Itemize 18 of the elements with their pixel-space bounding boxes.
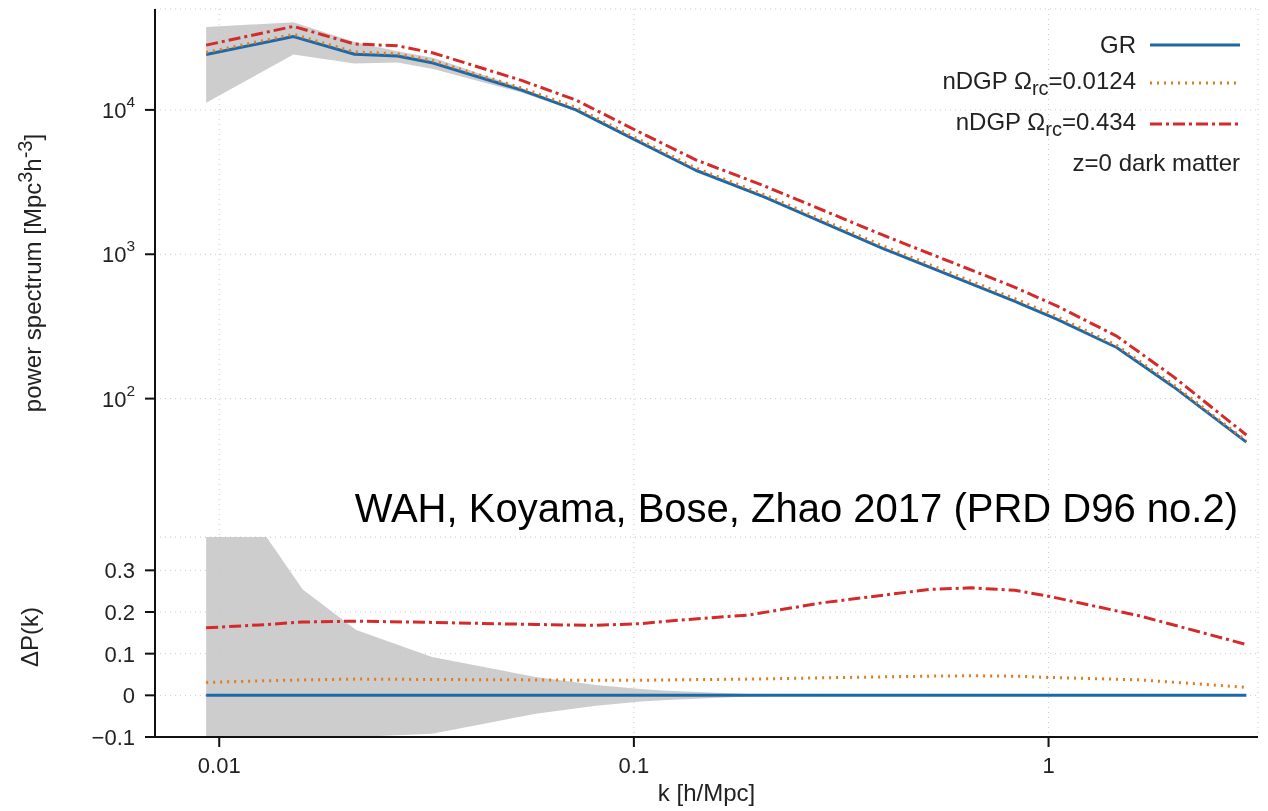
y-tick-label: 10$^{4}$ [101, 92, 136, 123]
y-tick-label: 10$^{3}$ [101, 237, 135, 267]
legend-label: nDGP Ω$_{rc}$=0.0124 [942, 67, 1136, 100]
x-tick-label: 0.01 [197, 753, 241, 778]
y-tick-label: 0.1 [104, 641, 135, 667]
x-tick-label: 1 [1042, 753, 1055, 778]
x-axis-title: k [h/Mpc] [657, 779, 756, 807]
y-tick-label: 0.2 [104, 599, 135, 625]
y-tick-label: 10$^{2}$ [101, 381, 135, 412]
y-axis-title: ΔP(k) [16, 606, 44, 668]
y-tick-label: 0.3 [104, 557, 135, 583]
annotation: WAH, Koyama, Bose, Zhao 2017 (PRD D96 no.2) [354, 486, 1238, 531]
y-tick-label: 0 [122, 682, 135, 708]
legend-label: nDGP Ω$_{rc}$=0.434 [955, 107, 1136, 141]
x-tick-label: 0.1 [618, 753, 650, 778]
legend-label: GR [1100, 31, 1136, 59]
y-tick-label: −0.1 [91, 724, 135, 750]
annotation: z=0 dark matter [1072, 148, 1240, 177]
